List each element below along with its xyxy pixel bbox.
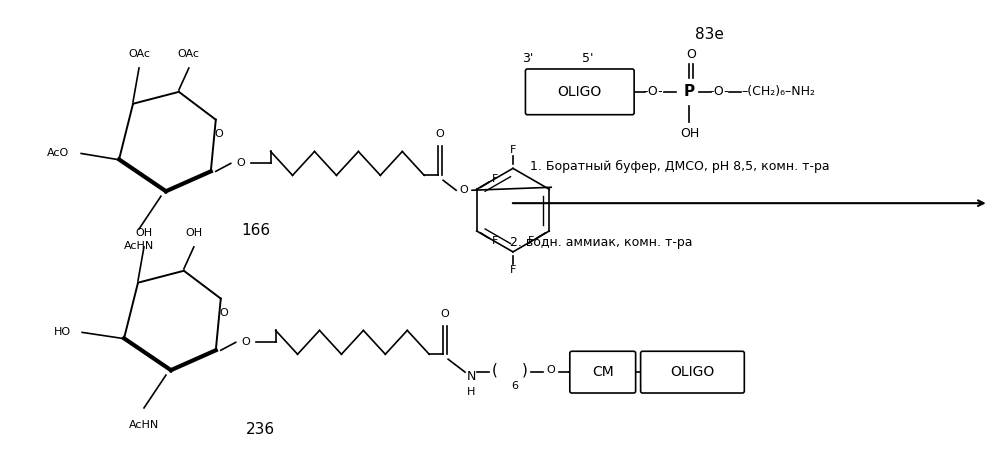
Text: N: N [466,370,476,383]
Text: P: P [684,84,695,99]
Text: O: O [214,129,223,139]
Text: 5': 5' [582,52,594,65]
Text: –(CH₂)₆–NH₂: –(CH₂)₆–NH₂ [741,85,815,98]
Text: OLIGO: OLIGO [670,365,715,379]
Text: HO: HO [54,327,71,337]
FancyBboxPatch shape [570,351,636,393]
Text: AcHN: AcHN [124,241,154,251]
Text: -O-: -O- [710,85,729,98]
Text: F: F [510,265,516,275]
Text: O: O [436,129,445,139]
Text: 83e: 83e [695,27,724,41]
Text: OLIGO: OLIGO [558,85,602,99]
Text: F: F [528,236,534,246]
Text: OH: OH [185,228,202,238]
Text: H: H [467,387,475,397]
Text: -O-: -O- [644,85,663,98]
Text: O: O [241,337,250,347]
Text: CM: CM [592,365,614,379]
Text: OAc: OAc [128,49,150,59]
Text: F: F [510,146,516,155]
Text: AcO: AcO [47,148,69,159]
Text: O: O [219,307,228,318]
Text: ): ) [522,363,528,378]
Text: OH: OH [680,127,699,140]
Text: 166: 166 [241,224,270,238]
Text: 1. Боратный буфер, ДМСО, рН 8,5, комн. т-ра: 1. Боратный буфер, ДМСО, рН 8,5, комн. т… [530,160,830,173]
Text: 3': 3' [522,52,534,65]
Text: (: ( [492,363,498,378]
Text: F: F [491,236,498,246]
Text: 6: 6 [511,381,518,391]
Text: OH: OH [135,228,153,238]
Text: 2. водн. аммиак, комн. т-ра: 2. водн. аммиак, комн. т-ра [510,236,692,249]
Text: O: O [236,159,245,168]
Text: O: O [460,185,468,195]
Text: O: O [441,309,450,319]
Text: OAc: OAc [178,49,200,59]
Text: AcHN: AcHN [129,420,159,430]
Text: O: O [687,47,696,60]
FancyBboxPatch shape [641,351,744,393]
Text: F: F [491,174,498,184]
Text: 236: 236 [246,422,275,437]
FancyBboxPatch shape [525,69,634,115]
Text: O: O [546,365,555,375]
